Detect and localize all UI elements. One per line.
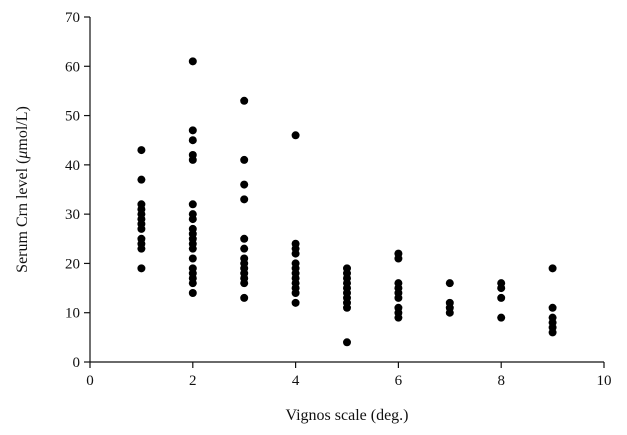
y-ticks: 0 10 20 30 40 50 60 70 bbox=[65, 10, 90, 371]
data-point bbox=[240, 293, 249, 302]
data-point bbox=[188, 200, 197, 209]
data-point bbox=[188, 289, 197, 297]
x-tick-label: 6 bbox=[395, 373, 403, 389]
data-point bbox=[188, 155, 197, 164]
data-point bbox=[394, 254, 403, 263]
y-tick-label: 50 bbox=[65, 109, 80, 125]
y-axis-label: Serum Crn level (μmol/L) bbox=[14, 106, 31, 273]
data-point bbox=[343, 303, 351, 312]
y-tick-label: 10 bbox=[65, 306, 80, 322]
data-point bbox=[291, 289, 300, 297]
y-tick-label: 40 bbox=[65, 158, 80, 174]
data-point bbox=[497, 313, 506, 322]
data-point bbox=[240, 279, 249, 288]
y-tick-label: 60 bbox=[65, 59, 80, 75]
data-point bbox=[548, 328, 557, 337]
data-point bbox=[188, 244, 197, 253]
x-tick-label: 0 bbox=[86, 373, 94, 389]
y-axis-label-suffix: mol/L) bbox=[14, 106, 31, 150]
y-axis-label-unit: μ bbox=[14, 151, 31, 160]
data-point bbox=[240, 155, 249, 164]
data-point bbox=[291, 249, 300, 258]
data-point bbox=[291, 131, 300, 140]
data-points bbox=[137, 57, 557, 347]
data-point bbox=[188, 279, 197, 288]
x-ticks: 0 2 4 6 8 10 bbox=[86, 362, 612, 389]
data-point bbox=[188, 126, 197, 135]
data-point bbox=[240, 96, 249, 105]
data-point bbox=[240, 180, 249, 189]
y-tick-label: 30 bbox=[65, 207, 80, 223]
data-point bbox=[188, 254, 197, 263]
x-tick-label: 2 bbox=[189, 373, 197, 389]
data-point bbox=[137, 175, 146, 184]
data-point bbox=[137, 244, 146, 253]
data-point bbox=[188, 215, 197, 224]
data-point bbox=[343, 338, 351, 347]
data-point bbox=[497, 293, 506, 302]
data-point bbox=[394, 313, 403, 322]
data-point bbox=[394, 293, 403, 302]
y-tick-label: 20 bbox=[65, 256, 80, 272]
data-point bbox=[240, 195, 249, 204]
x-tick-label: 10 bbox=[597, 373, 612, 389]
data-point bbox=[548, 264, 557, 273]
axes bbox=[89, 17, 604, 363]
data-point bbox=[137, 264, 146, 273]
data-point bbox=[240, 234, 249, 243]
data-point bbox=[445, 279, 454, 288]
data-point bbox=[445, 308, 454, 317]
data-point bbox=[137, 146, 146, 155]
x-tick-label: 4 bbox=[292, 373, 300, 389]
y-tick-label: 0 bbox=[73, 355, 81, 371]
x-tick-label: 8 bbox=[497, 373, 505, 389]
data-point bbox=[497, 284, 506, 293]
data-point bbox=[188, 136, 197, 145]
y-axis-label-prefix: Serum Crn level ( bbox=[14, 159, 31, 273]
y-tick-label: 70 bbox=[65, 10, 80, 26]
data-point bbox=[548, 303, 557, 312]
data-point bbox=[291, 298, 300, 307]
data-point bbox=[240, 244, 249, 253]
data-point bbox=[137, 224, 146, 233]
x-axis-label: Vignos scale (deg.) bbox=[286, 407, 409, 424]
data-point bbox=[188, 57, 197, 66]
